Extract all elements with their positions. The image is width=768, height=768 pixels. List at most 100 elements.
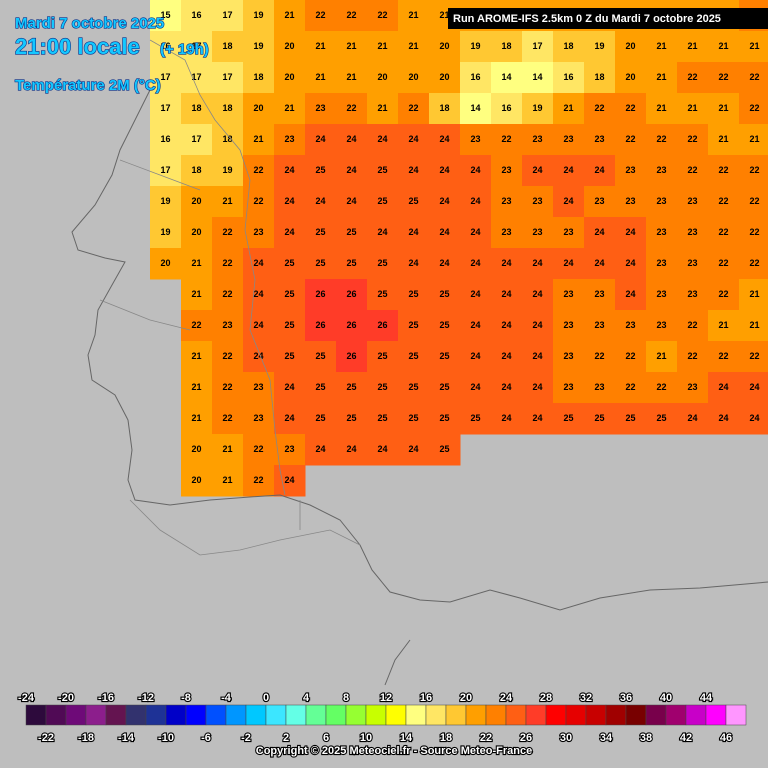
legend-label: 46 — [720, 732, 732, 744]
grid-value: 24 — [470, 289, 480, 299]
grid-cell — [243, 248, 275, 280]
grid-cell — [429, 279, 461, 311]
grid-value: 21 — [656, 103, 666, 113]
grid-cell — [398, 279, 430, 311]
grid-value: 23 — [253, 382, 263, 392]
grid-cell — [522, 124, 554, 156]
grid-cell — [646, 155, 678, 187]
grid-cell — [460, 310, 492, 342]
grid-value: 24 — [439, 196, 449, 206]
grid-value: 23 — [625, 196, 635, 206]
grid-cell — [677, 341, 709, 373]
grid-value: 23 — [594, 320, 604, 330]
grid-value: 24 — [470, 165, 480, 175]
run-label: Run AROME-IFS 2.5km 0 Z du Mardi 7 octob… — [453, 13, 721, 25]
grid-cell — [367, 93, 399, 125]
grid-cell — [553, 279, 585, 311]
grid-cell — [615, 248, 647, 280]
grid-cell — [367, 186, 399, 218]
grid-cell — [708, 31, 740, 63]
grid-cell — [553, 403, 585, 435]
grid-value: 25 — [377, 165, 387, 175]
grid-value: 22 — [687, 134, 697, 144]
grid-value: 21 — [718, 320, 728, 330]
grid-value: 17 — [191, 72, 201, 82]
grid-value: 25 — [408, 413, 418, 423]
grid-value: 25 — [594, 413, 604, 423]
grid-cell — [708, 155, 740, 187]
grid-cell — [584, 279, 616, 311]
grid-cell — [212, 341, 244, 373]
grid-value: 26 — [377, 320, 387, 330]
grid-cell — [646, 124, 678, 156]
grid-cell — [491, 155, 523, 187]
grid-value: 22 — [377, 10, 387, 20]
grid-value: 22 — [625, 382, 635, 392]
grid-value: 23 — [594, 289, 604, 299]
grid-value: 25 — [439, 320, 449, 330]
grid-cell — [367, 155, 399, 187]
grid-cell — [522, 62, 554, 94]
grid-cell — [429, 93, 461, 125]
grid-cell — [646, 403, 678, 435]
grid-cell — [367, 310, 399, 342]
grid-cell — [274, 341, 306, 373]
grid-value: 24 — [253, 320, 263, 330]
legend-swatch — [505, 704, 527, 726]
grid-value: 20 — [191, 475, 201, 485]
grid-value: 25 — [470, 413, 480, 423]
grid-cell — [274, 31, 306, 63]
grid-value: 25 — [439, 413, 449, 423]
grid-cell — [212, 248, 244, 280]
grid-cell — [460, 372, 492, 404]
grid-cell — [243, 155, 275, 187]
grid-cell — [522, 372, 554, 404]
grid-value: 24 — [532, 320, 542, 330]
grid-value: 23 — [501, 196, 511, 206]
grid-value: 24 — [284, 165, 294, 175]
grid-value: 24 — [470, 320, 480, 330]
grid-cell — [243, 217, 275, 249]
grid-value: 22 — [749, 103, 759, 113]
grid-value: 23 — [253, 413, 263, 423]
grid-cell — [274, 155, 306, 187]
grid-value: 25 — [315, 413, 325, 423]
grid-cell — [522, 31, 554, 63]
grid-value: 23 — [687, 382, 697, 392]
grid-value: 23 — [532, 196, 542, 206]
legend-label: 2 — [283, 732, 289, 744]
grid-cell — [615, 124, 647, 156]
grid-value: 26 — [315, 289, 325, 299]
grid-cell — [367, 279, 399, 311]
grid-cell — [305, 93, 337, 125]
grid-cell — [150, 0, 182, 32]
grid-cell — [243, 279, 275, 311]
grid-value: 24 — [532, 289, 542, 299]
grid-value: 17 — [222, 10, 232, 20]
grid-cell — [367, 403, 399, 435]
legend-swatch — [585, 704, 607, 726]
grid-cell — [677, 279, 709, 311]
grid-value: 24 — [315, 134, 325, 144]
grid-value: 23 — [656, 289, 666, 299]
grid-cell — [243, 434, 275, 466]
grid-cell — [615, 279, 647, 311]
time: 21:00 locale — [15, 34, 140, 59]
grid-value: 15 — [160, 10, 170, 20]
legend-swatch — [185, 704, 207, 726]
region-border — [99, 159, 361, 556]
grid-value: 21 — [222, 196, 232, 206]
grid-value: 24 — [439, 134, 449, 144]
grid-value: 22 — [749, 258, 759, 268]
grid-cell — [243, 124, 275, 156]
grid-value: 25 — [408, 196, 418, 206]
grid-cell — [708, 372, 740, 404]
grid-value: 25 — [284, 351, 294, 361]
date: Mardi 7 octobre 2025 — [15, 15, 164, 32]
grid-value: 22 — [718, 227, 728, 237]
grid-value: 24 — [377, 134, 387, 144]
grid-value: 18 — [191, 103, 201, 113]
legend-label: 18 — [440, 732, 452, 744]
grid-cell — [181, 372, 213, 404]
legend-swatch — [225, 704, 247, 726]
